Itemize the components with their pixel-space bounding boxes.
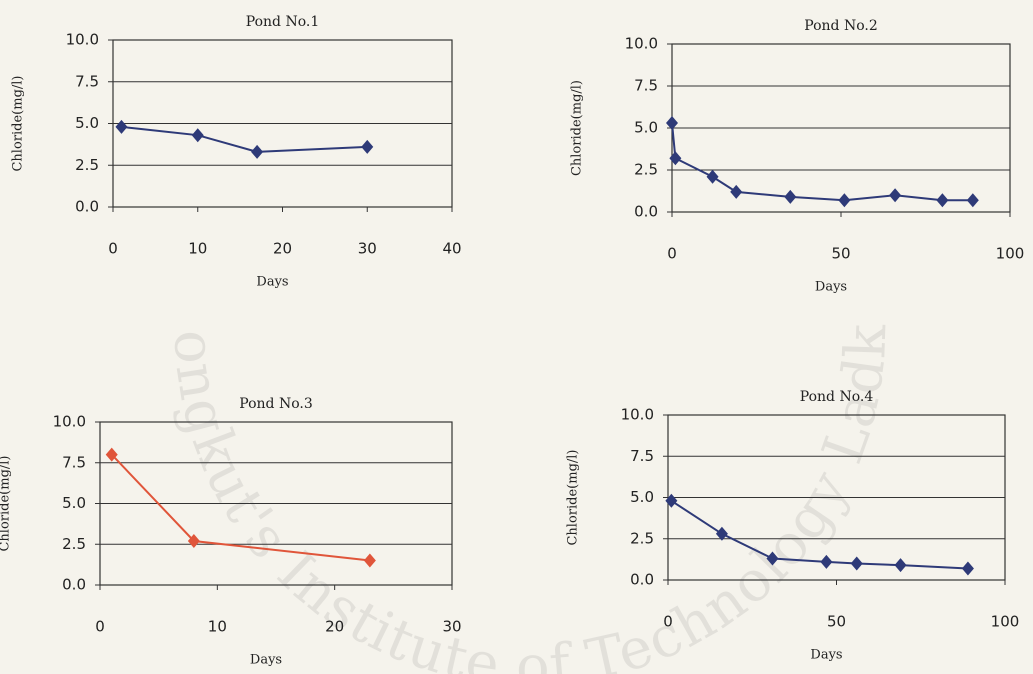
y-tick-label: 5.0 bbox=[630, 488, 654, 506]
chart-title: Pond No.1 bbox=[246, 14, 320, 30]
x-axis-title: Days bbox=[250, 653, 282, 668]
y-tick-label: 2.5 bbox=[62, 535, 86, 553]
x-axis-title: Days bbox=[815, 280, 847, 295]
line bbox=[121, 127, 367, 152]
x-tick-label: 0 bbox=[95, 618, 105, 636]
marker bbox=[838, 193, 850, 207]
y-tick-label: 2.5 bbox=[630, 529, 654, 547]
y-tick-label: 10.0 bbox=[53, 413, 86, 431]
chart-title: Pond No.4 bbox=[800, 389, 874, 405]
marker bbox=[707, 170, 719, 184]
watermark-text: King Mongkut's Institute of Technology L… bbox=[0, 0, 899, 674]
y-tick-label: 5.0 bbox=[75, 114, 99, 132]
y-tick-label: 10.0 bbox=[66, 31, 99, 49]
y-tick-label: 7.5 bbox=[634, 77, 658, 95]
marker bbox=[962, 561, 974, 575]
x-axis-title: Days bbox=[256, 275, 288, 290]
x-axis-title: Days bbox=[810, 648, 842, 663]
y-tick-label: 10.0 bbox=[625, 35, 658, 53]
marker bbox=[251, 145, 263, 159]
chart-title: Pond No.2 bbox=[804, 18, 878, 34]
y-tick-label: 7.5 bbox=[75, 72, 99, 90]
y-tick-label: 10.0 bbox=[621, 406, 654, 424]
watermark: King Mongkut's Institute of Technology L… bbox=[0, 0, 899, 674]
marker bbox=[967, 193, 979, 207]
marker bbox=[192, 128, 204, 142]
marker bbox=[889, 188, 901, 202]
x-tick-label: 40 bbox=[442, 240, 461, 258]
x-tick-label: 0 bbox=[108, 240, 118, 258]
x-tick-label: 0 bbox=[663, 613, 673, 631]
x-tick-label: 0 bbox=[667, 245, 677, 263]
marker bbox=[361, 140, 373, 154]
y-tick-label: 0.0 bbox=[630, 571, 654, 589]
line bbox=[672, 123, 973, 200]
chart: Pond No.2 0.0 2.5 5.0 7.5 10.0 0 50 100 Days Chlor… bbox=[570, 18, 1025, 295]
x-tick-label: 10 bbox=[188, 240, 207, 258]
y-tick-label: 0.0 bbox=[62, 576, 86, 594]
y-tick-label: 5.0 bbox=[62, 494, 86, 512]
x-tick-label: 20 bbox=[325, 618, 344, 636]
y-tick-label: 0.0 bbox=[75, 198, 99, 216]
page: King Mongkut's Institute of Technology L… bbox=[0, 0, 1033, 674]
marker bbox=[665, 494, 677, 508]
x-tick-label: 100 bbox=[996, 245, 1025, 263]
marker bbox=[851, 557, 863, 571]
marker bbox=[820, 555, 832, 569]
x-tick-label: 20 bbox=[273, 240, 292, 258]
y-axis-title: Chloride(mg/l) bbox=[566, 449, 581, 545]
y-axis-title: Chloride(mg/l) bbox=[570, 80, 585, 176]
x-tick-label: 30 bbox=[358, 240, 377, 258]
marker bbox=[364, 554, 376, 568]
marker bbox=[895, 558, 907, 572]
x-tick-label: 10 bbox=[208, 618, 227, 636]
y-tick-label: 0.0 bbox=[634, 203, 658, 221]
y-axis-title: Chloride(mg/l) bbox=[11, 75, 26, 171]
y-axis-title: Chloride(mg/l) bbox=[0, 455, 13, 551]
marker bbox=[784, 190, 796, 204]
chart: Pond No.1 0.0 2.5 5.0 7.5 10.0 0 10 20 30 40 Days Ch… bbox=[11, 14, 462, 290]
x-tick-label: 50 bbox=[831, 245, 850, 263]
y-tick-label: 7.5 bbox=[630, 447, 654, 465]
y-tick-label: 7.5 bbox=[62, 453, 86, 471]
x-tick-label: 100 bbox=[991, 613, 1020, 631]
marker bbox=[115, 120, 127, 134]
marker bbox=[936, 193, 948, 207]
y-tick-label: 2.5 bbox=[75, 156, 99, 174]
y-tick-label: 2.5 bbox=[634, 161, 658, 179]
marker bbox=[669, 151, 681, 165]
y-tick-label: 5.0 bbox=[634, 119, 658, 137]
x-tick-label: 30 bbox=[442, 618, 461, 636]
x-tick-label: 50 bbox=[827, 613, 846, 631]
chart-title: Pond No.3 bbox=[239, 396, 313, 412]
marker bbox=[730, 185, 742, 199]
